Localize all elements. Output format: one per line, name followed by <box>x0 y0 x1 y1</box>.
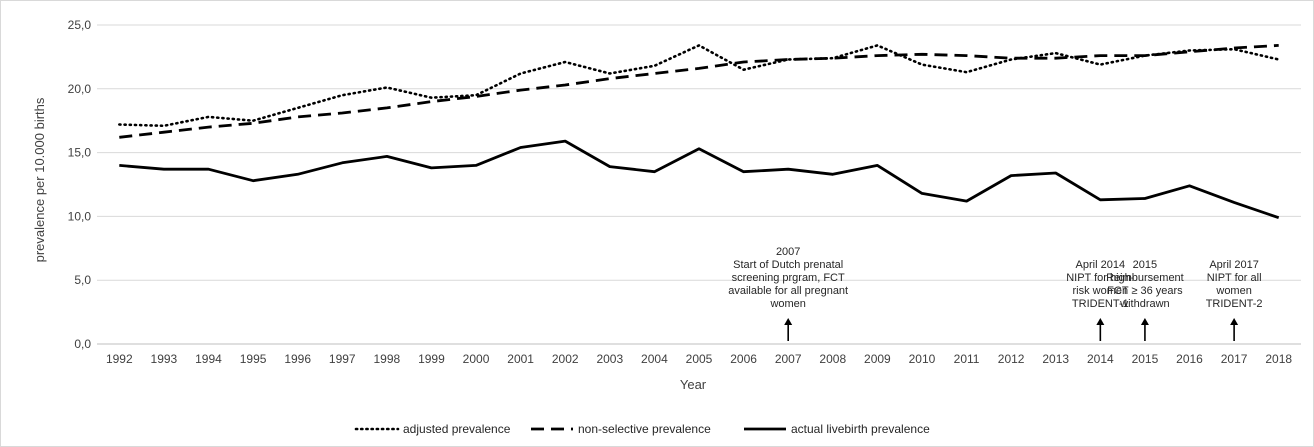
x-tick-label: 1994 <box>195 352 222 366</box>
annotation-text: 2015 <box>1133 259 1157 271</box>
legend-label: adjusted prevalence <box>403 422 511 436</box>
x-tick-label: 1992 <box>106 352 133 366</box>
annotation-text: screening prgram, FCT <box>732 272 845 284</box>
y-tick-label: 15,0 <box>68 146 92 160</box>
y-tick-label: 0,0 <box>74 337 91 351</box>
tick-layer: 0,0 5,0 10,0 15,0 20,0 25,0 1992 1993 1994 1995 19… <box>68 18 1293 366</box>
annotation-arrowhead <box>784 318 793 325</box>
series-line-2 <box>119 139 1280 220</box>
x-tick-label: 2013 <box>1042 352 1069 366</box>
annotation-text: April 2014 <box>1076 259 1126 271</box>
x-tick-label: 2004 <box>641 352 668 366</box>
annotation-text: 2007 <box>776 246 800 258</box>
grid-layer <box>97 24 1301 345</box>
x-tick-label: 1993 <box>151 352 178 366</box>
annotation-text: women <box>1215 285 1251 297</box>
x-axis-title: Year <box>680 377 707 392</box>
x-tick-label: 1995 <box>240 352 267 366</box>
y-tick-label: 5,0 <box>74 273 91 287</box>
y-axis-title: prevalence per 10.000 births <box>32 97 47 262</box>
annotation-text: available for all pregnant <box>728 285 848 297</box>
x-tick-label: 2000 <box>463 352 490 366</box>
annotation-text: risk women <box>1073 285 1129 297</box>
annotation-text: NIPT for all <box>1207 272 1262 284</box>
x-tick-label: 2014 <box>1087 352 1114 366</box>
series-line-0 <box>118 44 1280 128</box>
annotation-arrowhead <box>1096 318 1105 325</box>
x-tick-label: 1996 <box>284 352 311 366</box>
annotation-text: NIPT for high- <box>1066 272 1135 284</box>
x-tick-label: 2007 <box>775 352 802 366</box>
annotation-text: TRIDENT-2 <box>1206 298 1263 310</box>
annotation-text: Start of Dutch prenatal <box>733 259 843 271</box>
annotation-arrowhead <box>1230 318 1239 325</box>
x-tick-label: 2012 <box>998 352 1025 366</box>
x-tick-label: 2003 <box>596 352 623 366</box>
x-tick-label: 2009 <box>864 352 891 366</box>
annotation-text: women <box>769 298 805 310</box>
y-tick-label: 20,0 <box>68 82 92 96</box>
legend: adjusted prevalence non-selective prevale… <box>354 422 930 436</box>
annotation-text: Reimbursement <box>1106 272 1184 284</box>
series-layer <box>118 44 1280 220</box>
annotation-text: withdrawn <box>1119 298 1170 310</box>
x-tick-label: 2018 <box>1265 352 1292 366</box>
x-tick-label: 2017 <box>1221 352 1248 366</box>
x-tick-label: 2006 <box>730 352 757 366</box>
x-tick-label: 2011 <box>954 352 980 366</box>
x-tick-label: 2010 <box>909 352 936 366</box>
x-tick-label: 2005 <box>686 352 713 366</box>
x-tick-label: 2015 <box>1132 352 1159 366</box>
annotation-text: TRIDENT-1 <box>1072 298 1129 310</box>
legend-label: actual livebirth prevalence <box>791 422 930 436</box>
x-tick-label: 2001 <box>507 352 534 366</box>
annotation-text: April 2017 <box>1209 259 1259 271</box>
x-tick-label: 2002 <box>552 352 579 366</box>
annotation-arrowhead <box>1140 318 1149 325</box>
legend-label: non-selective prevalence <box>578 422 711 436</box>
x-tick-label: 1998 <box>374 352 401 366</box>
x-tick-label: 2016 <box>1176 352 1203 366</box>
annotation-text: FCT ≥ 36 years <box>1107 285 1183 297</box>
series-line-1 <box>119 44 1279 139</box>
y-tick-label: 25,0 <box>68 18 92 32</box>
x-tick-label: 1999 <box>418 352 445 366</box>
x-tick-label: 1997 <box>329 352 356 366</box>
y-tick-label: 10,0 <box>68 209 92 223</box>
x-tick-label: 2008 <box>819 352 846 366</box>
